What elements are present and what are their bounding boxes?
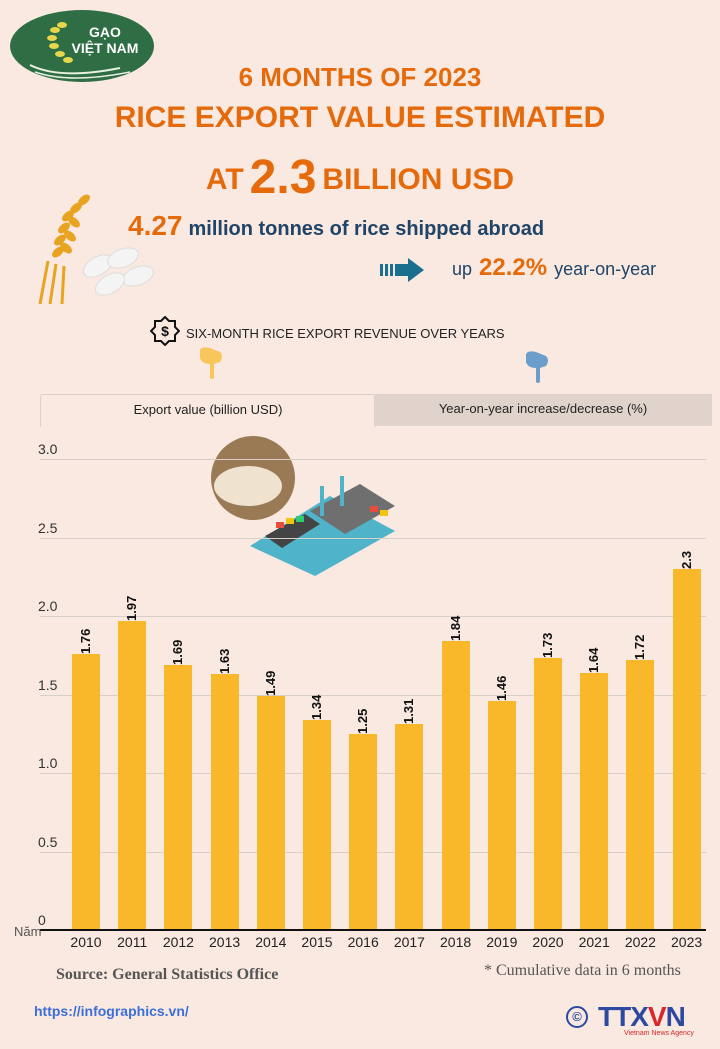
export-value-bar-chart: 0 0.5 1.0 1.5 2.0 2.5 3.0 1.76 2010 1.97 2011 1.69… xyxy=(0,430,720,960)
logo-text: GẠO VIỆT NAM xyxy=(70,24,140,56)
y-tick-label: 2.5 xyxy=(38,519,58,536)
title-line1: 6 MONTHS OF 2023 xyxy=(238,62,482,92)
dollar-badge-icon: $ xyxy=(149,315,181,347)
title-prefix: AT xyxy=(205,163,244,196)
volume-value: 4.27 xyxy=(128,210,183,241)
bar-value-label: 1.73 xyxy=(540,633,555,659)
x-tick-label: 2023 xyxy=(671,934,703,950)
x-axis-label: Năm xyxy=(14,924,42,939)
section-title: SIX-MONTH RICE EXPORT REVENUE OVER YEARS xyxy=(186,326,505,341)
bar-2017[interactable] xyxy=(395,724,424,930)
bar-value-label: 1.25 xyxy=(355,708,371,734)
bar-2022[interactable] xyxy=(626,659,655,930)
copyright-icon: © xyxy=(566,1006,588,1028)
y-tick-label: 3.0 xyxy=(38,441,58,457)
x-tick-label: 2010 xyxy=(70,934,102,950)
right-arrow-icon xyxy=(380,258,424,282)
logo-line2: VIỆT NAM xyxy=(71,40,139,56)
change-prefix: up xyxy=(452,259,473,279)
y-tick-label: 1.0 xyxy=(38,755,58,771)
volume-text: million tonnes of rice shipped abroad xyxy=(188,218,545,240)
bar-value-label: 1.64 xyxy=(586,647,602,673)
rice-port-illustration-icon xyxy=(211,436,395,576)
title-line2: RICE EXPORT VALUE ESTIMATED xyxy=(114,101,606,134)
bar-value-label: 2.3 xyxy=(678,550,694,569)
brand-text: TTXVN xyxy=(598,1001,686,1032)
bar-2016[interactable] xyxy=(349,733,378,930)
y-tick-label: 0 xyxy=(38,912,46,928)
bar-value-label: 1.49 xyxy=(262,670,278,697)
x-tick-label: 2014 xyxy=(255,934,287,950)
gridline xyxy=(40,616,706,617)
x-axis-line xyxy=(40,929,706,931)
headline-value: 2.3 xyxy=(249,151,317,204)
bar-value-label: 1.31 xyxy=(401,699,417,725)
tab-export-value[interactable]: Export value (billion USD) xyxy=(40,394,376,427)
gao-vietnam-logo: GẠO VIỆT NAM xyxy=(10,10,154,82)
source-note: Source: General Statistics Office xyxy=(56,966,279,983)
brand-subtitle: Vietnam News Agency xyxy=(624,1030,694,1037)
bar-2010[interactable] xyxy=(72,653,100,930)
bar-2020[interactable] xyxy=(534,658,562,930)
bar-value-label: 1.46 xyxy=(493,675,509,701)
website-link[interactable]: https://infographics.vn/ xyxy=(34,1003,189,1019)
bar-value-label: 1.84 xyxy=(447,615,463,642)
bar-2023[interactable] xyxy=(672,568,701,930)
rice-stalk-icon xyxy=(29,22,131,79)
brand-n: N xyxy=(665,1001,686,1032)
x-tick-label: 2020 xyxy=(532,934,564,950)
x-tick-label: 2011 xyxy=(117,934,148,950)
rice-grain-illustration-icon xyxy=(38,194,154,305)
y-tick-label: 1.5 xyxy=(38,676,58,693)
x-tick-label: 2015 xyxy=(301,934,333,950)
cumulative-note: * Cumulative data in 6 months xyxy=(484,962,681,979)
bar-2015[interactable] xyxy=(303,719,331,930)
bar-2018[interactable] xyxy=(441,641,470,930)
y-tick-label: 2.0 xyxy=(38,598,58,614)
change-stat: up 22.2% year-on-year xyxy=(452,254,656,282)
bar-2021[interactable] xyxy=(580,672,609,930)
bar-2019[interactable] xyxy=(487,700,516,930)
brand-v: V xyxy=(647,1001,667,1032)
gridline xyxy=(40,459,706,460)
x-tick-label: 2018 xyxy=(440,934,472,950)
brand-ttx: TTX xyxy=(598,1001,649,1032)
pointing-hand-blue-icon xyxy=(526,351,548,383)
title-suffix: BILLION USD xyxy=(322,163,515,196)
change-suffix: year-on-year xyxy=(554,259,657,279)
y-tick-label: 0.5 xyxy=(38,833,58,850)
change-value: 22.2% xyxy=(479,254,548,281)
pointing-hand-yellow-icon xyxy=(200,347,222,379)
x-tick-label: 2021 xyxy=(578,934,610,950)
tab-yoy-change[interactable]: Year-on-year increase/decrease (%) xyxy=(374,394,712,426)
x-tick-label: 2016 xyxy=(347,934,379,950)
gridline xyxy=(40,537,706,539)
bar-value-label: 1.97 xyxy=(124,595,140,621)
x-tick-label: 2012 xyxy=(162,934,194,950)
section-heading: $ SIX-MONTH RICE EXPORT REVENUE OVER YEA… xyxy=(149,315,505,349)
x-tick-label: 2022 xyxy=(624,934,656,950)
x-tick-label: 2017 xyxy=(393,934,425,950)
bar-value-label: 1.34 xyxy=(309,694,324,720)
bar-value-label: 1.76 xyxy=(78,628,93,654)
bar-2012[interactable] xyxy=(164,664,193,930)
bar-value-label: 1.69 xyxy=(170,639,186,665)
logo-line1: GẠO xyxy=(89,24,121,40)
bar-2011[interactable] xyxy=(118,620,147,930)
gridline xyxy=(40,694,706,696)
chart-tabs: Export value (billion USD) Year-on-year … xyxy=(40,394,712,427)
x-tick-label: 2013 xyxy=(209,934,241,950)
bar-value-label: 1.72 xyxy=(632,634,648,660)
volume-stat: 4.27 million tonnes of rice shipped abroa… xyxy=(128,210,544,242)
svg-text:$: $ xyxy=(161,323,169,339)
bar-2014[interactable] xyxy=(256,696,285,930)
bar-2013[interactable] xyxy=(210,674,239,930)
title-line3: AT 2.3 BILLION USD xyxy=(0,150,720,205)
x-tick-label: 2019 xyxy=(486,934,518,950)
bar-value-label: 1.63 xyxy=(216,648,232,675)
